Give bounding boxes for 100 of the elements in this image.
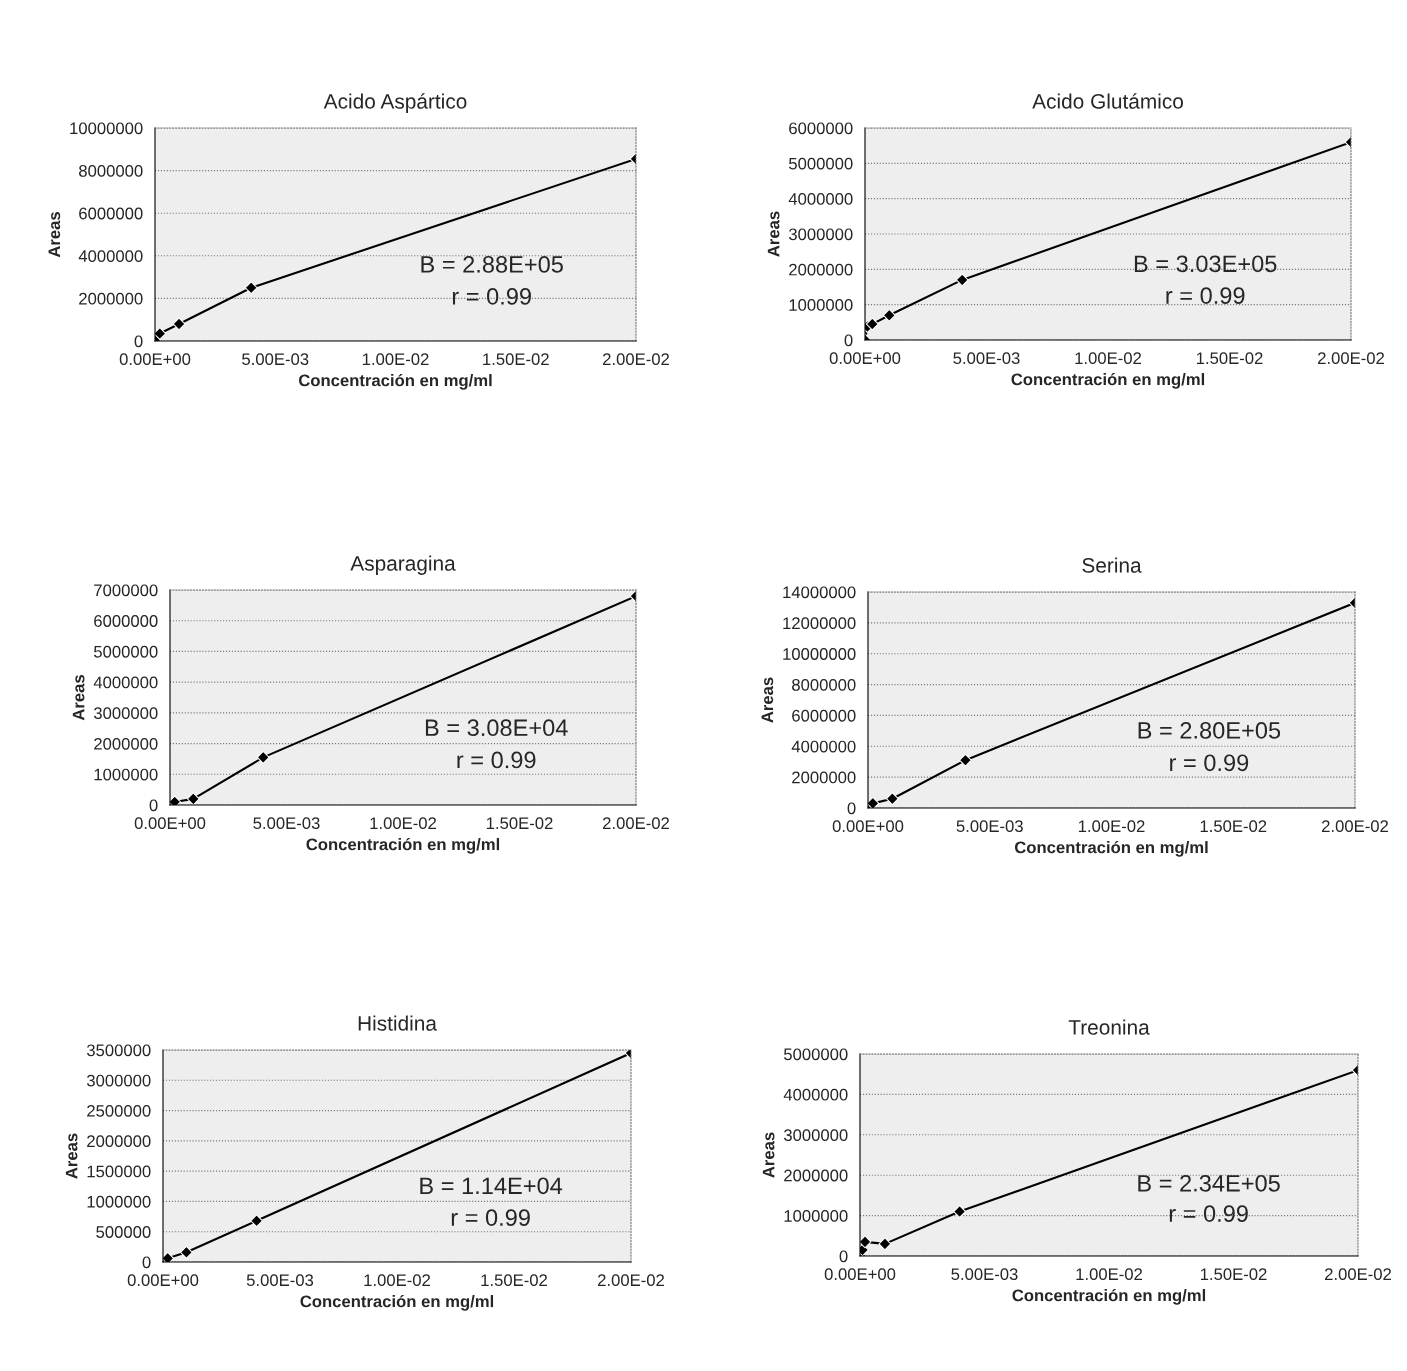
- y-tick-label: 6000000: [94, 615, 158, 627]
- point: [878, 1237, 892, 1251]
- x-tick-label: 1.00E-02: [362, 353, 429, 366]
- x-tick-label: 1.50E-02: [1200, 1268, 1267, 1281]
- y-tick-label: 10000000: [70, 122, 143, 135]
- x-tick-label: 2.00E-02: [1325, 1268, 1391, 1281]
- y-axis-title: Areas: [762, 1132, 775, 1178]
- annotation: B = 2.88E+05: [421, 256, 563, 273]
- y-tick-label: 4000000: [791, 740, 856, 753]
- y-tick-label: 2000000: [792, 771, 856, 784]
- y-tick-label: 8000000: [792, 678, 856, 691]
- annotation: r = 0.99: [1170, 754, 1249, 772]
- x-tick-label: 2.00E-02: [1318, 352, 1384, 365]
- y-tick-label: 6000000: [789, 122, 853, 135]
- chart-title: Asparagina: [350, 555, 456, 575]
- annotation: B = 2.34E+05: [1138, 1174, 1280, 1192]
- y-tick-label: 1000000: [87, 1195, 151, 1208]
- y-tick-label: 12000000: [783, 617, 856, 630]
- y-tick-label: 1000000: [784, 1210, 848, 1222]
- annotation: B = 3.08E+04: [425, 719, 568, 737]
- y-axis-title: Areas: [767, 211, 780, 257]
- x-tick-label: 0.00E+00: [824, 1268, 896, 1281]
- chart-title: Serina: [1082, 557, 1142, 573]
- y-tick-label: 3000000: [93, 707, 158, 720]
- point: [244, 281, 258, 295]
- x-axis-title: Concentración en mg/ml: [1012, 1288, 1206, 1305]
- point: [882, 308, 896, 322]
- y-tick-label: 0: [847, 802, 856, 815]
- y-tick-label: 500000: [96, 1226, 151, 1238]
- x-tick-label: 0.00E+00: [134, 817, 206, 830]
- point: [256, 750, 270, 764]
- x-axis-title: Concentración en mg/ml: [306, 837, 500, 854]
- x-tick-label: 1.50E-02: [483, 353, 549, 366]
- y-tick-label: 6000000: [792, 709, 856, 722]
- y-tick-label: 0: [134, 335, 143, 348]
- y-tick-label: 4000000: [93, 676, 158, 689]
- y-tick-label: 3000000: [86, 1074, 151, 1087]
- y-tick-label: 2000000: [784, 1169, 848, 1182]
- x-tick-label: 1.50E-02: [1196, 352, 1263, 365]
- y-tick-label: 5000000: [93, 645, 158, 658]
- point: [885, 792, 899, 806]
- point: [860, 1235, 872, 1249]
- x-tick-label: 1.00E-02: [1076, 1268, 1142, 1281]
- point: [170, 795, 182, 805]
- y-tick-label: 7000000: [94, 584, 158, 597]
- point: [172, 317, 186, 331]
- annotation: r = 0.99: [457, 751, 536, 769]
- x-tick-label: 2.00E-02: [603, 817, 669, 830]
- point: [186, 792, 200, 805]
- y-axis-title: Areas: [72, 675, 85, 721]
- x-tick-label: 2.00E-02: [1322, 820, 1388, 833]
- x-tick-label: 0.00E+00: [127, 1274, 199, 1287]
- y-tick-label: 4000000: [788, 193, 853, 205]
- x-tick-label: 2.00E-02: [598, 1274, 664, 1287]
- y-tick-label: 1500000: [87, 1165, 151, 1178]
- y-tick-label: 1000000: [789, 299, 853, 311]
- chart-title: Acido Glutámico: [1032, 93, 1183, 109]
- annotation: r = 0.99: [452, 288, 531, 305]
- point: [163, 1251, 175, 1262]
- x-tick-label: 1.50E-02: [486, 817, 553, 830]
- x-tick-label: 1.00E-02: [364, 1274, 430, 1287]
- annotation: B = 2.80E+05: [1138, 722, 1281, 739]
- y-tick-label: 1000000: [94, 768, 158, 781]
- point: [958, 753, 972, 767]
- x-axis-title: Concentración en mg/ml: [298, 373, 492, 390]
- x-tick-label: 1.00E-02: [370, 817, 436, 830]
- y-axis-title: Areas: [48, 212, 61, 258]
- y-tick-label: 0: [149, 799, 158, 812]
- y-tick-label: 8000000: [79, 165, 143, 177]
- annotation: r = 0.99: [451, 1209, 530, 1226]
- x-tick-label: 0.00E+00: [832, 820, 904, 833]
- x-axis-title: Concentración en mg/ml: [1014, 840, 1208, 857]
- y-tick-label: 2000000: [87, 1135, 151, 1148]
- x-tick-label: 5.00E-03: [953, 352, 1020, 365]
- y-tick-label: 14000000: [783, 586, 856, 599]
- x-tick-label: 1.50E-02: [1200, 820, 1267, 833]
- y-tick-label: 10000000: [783, 648, 856, 660]
- y-tick-label: 2000000: [79, 292, 143, 305]
- chart-title: Histidina: [358, 1015, 437, 1031]
- chart-title: Acido Aspártico: [323, 93, 467, 113]
- y-tick-label: 4000000: [78, 250, 143, 262]
- y-tick-label: 5000000: [783, 1048, 848, 1061]
- y-tick-label: 2000000: [94, 737, 158, 750]
- y-tick-label: 4000000: [783, 1088, 848, 1101]
- x-axis-title: Concentración en mg/ml: [1011, 372, 1205, 389]
- x-tick-label: 1.00E-02: [1078, 820, 1145, 833]
- point: [865, 317, 879, 331]
- y-tick-label: 2000000: [789, 263, 853, 276]
- x-tick-label: 1.50E-02: [481, 1274, 547, 1287]
- annotation: r = 0.99: [1169, 1205, 1248, 1222]
- x-tick-label: 5.00E-03: [951, 1268, 1018, 1281]
- point: [953, 1205, 967, 1218]
- y-tick-label: 0: [142, 1256, 151, 1269]
- y-tick-label: 3000000: [788, 228, 853, 241]
- x-tick-label: 5.00E-03: [246, 1274, 314, 1287]
- y-tick-label: 2500000: [87, 1104, 151, 1117]
- y-tick-label: 0: [839, 1250, 848, 1263]
- point: [955, 273, 969, 287]
- chart-title: Treonina: [1068, 1019, 1150, 1035]
- y-tick-label: 3500000: [86, 1044, 151, 1057]
